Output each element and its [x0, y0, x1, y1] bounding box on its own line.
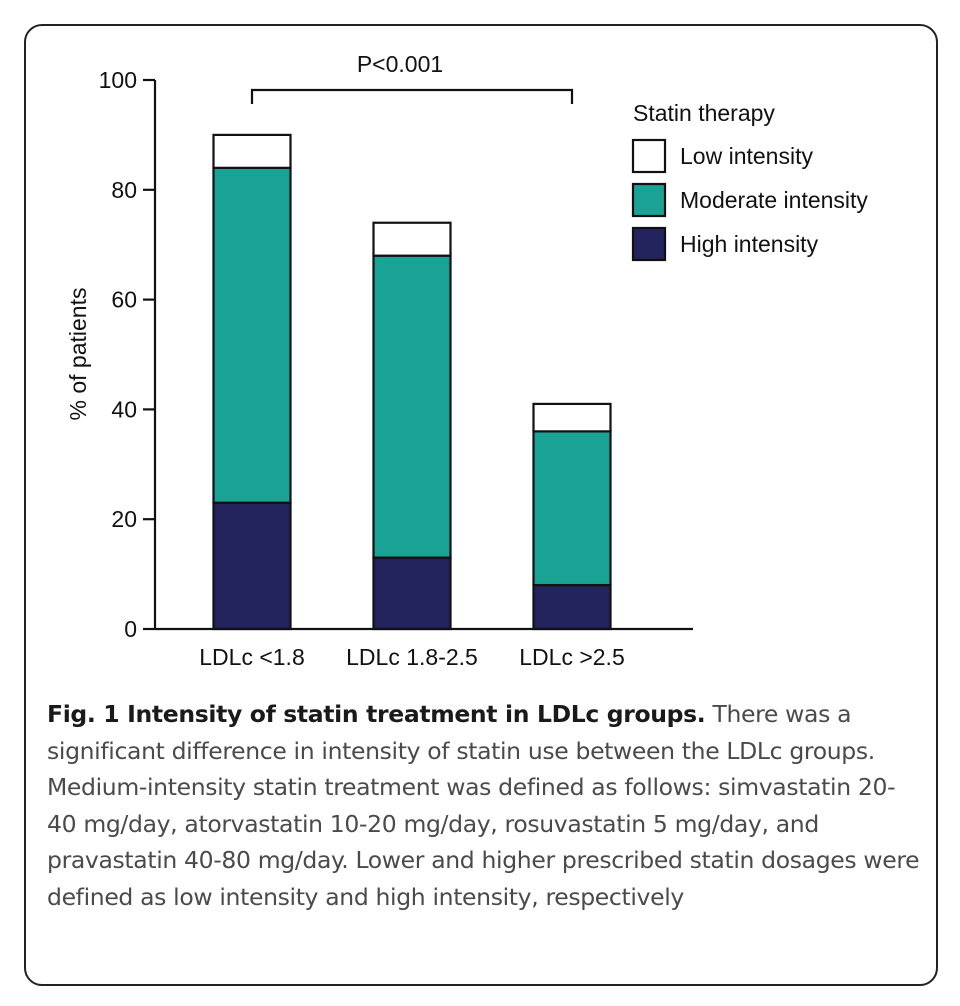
bar-low-intensity: [532, 402, 612, 433]
y-tick-label: 20: [111, 506, 137, 532]
legend-label-high-intensity: High intensity: [680, 231, 819, 257]
stacked-bar-chart: 0 20 40 60 80 100 % of patients LDLc <1.8 LDLc 1…: [65, 51, 868, 670]
x-tick-label: LDLc >2.5: [519, 644, 625, 670]
legend-label-moderate-intensity: Moderate intensity: [680, 187, 868, 213]
significance-label: P<0.001: [357, 51, 443, 77]
bar-moderate-intensity: [372, 254, 452, 559]
y-tick-label: 60: [111, 287, 137, 313]
y-tick-label: 40: [111, 396, 137, 422]
caption-title: Fig. 1 Intensity of statin treatment in …: [47, 700, 706, 728]
bar-high-intensity: [212, 501, 292, 631]
y-axis-title: % of patients: [65, 288, 91, 421]
y-tick-label: 0: [124, 616, 137, 642]
bar-low-intensity: [212, 133, 292, 169]
legend-label-low-intensity: Low intensity: [680, 143, 813, 169]
figure-caption: Fig. 1 Intensity of statin treatment in …: [47, 696, 922, 916]
y-tick-label: 100: [99, 67, 137, 93]
significance-bracket: [250, 88, 574, 104]
bar-high-intensity: [532, 583, 612, 631]
bar-moderate-intensity: [212, 166, 292, 504]
bar-high-intensity: [372, 556, 452, 631]
y-tick-label: 80: [111, 177, 137, 203]
x-tick-label: LDLc <1.8: [199, 644, 305, 670]
x-tick-label: LDLc 1.8-2.5: [346, 644, 478, 670]
bar-moderate-intensity: [532, 430, 612, 587]
bar-low-intensity: [372, 221, 452, 257]
figure-frame: [24, 24, 938, 986]
legend-swatch-moderate-intensity: [631, 182, 667, 218]
caption-text: There was a significant difference in in…: [47, 700, 920, 911]
legend-title: Statin therapy: [633, 100, 775, 126]
legend-swatch-high-intensity: [631, 226, 667, 262]
legend-swatch-low-intensity: [631, 138, 667, 174]
